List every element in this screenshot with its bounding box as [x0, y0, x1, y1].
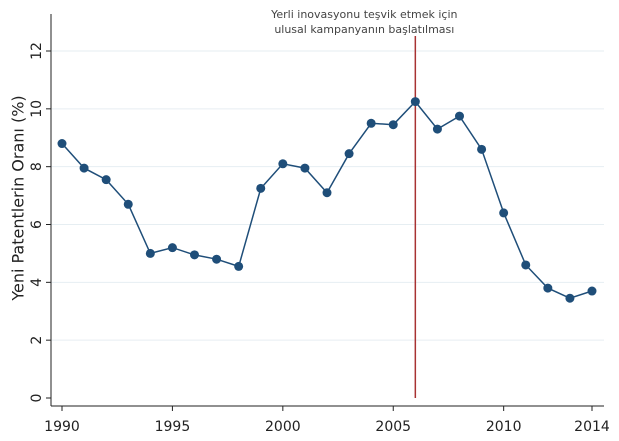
y-tick-label-8: 8	[29, 162, 45, 171]
data-point-2005	[388, 120, 398, 130]
axes	[50, 14, 604, 407]
data-point-2009	[477, 144, 487, 154]
data-point-1993	[123, 199, 133, 209]
x-tick-label-2000: 2000	[265, 419, 301, 435]
series-line	[61, 100, 593, 300]
data-point-2008	[455, 111, 464, 121]
y-tick-label-12: 12	[29, 42, 45, 60]
data-point-2002	[322, 188, 332, 198]
data-point-2003	[344, 149, 354, 159]
x-tick-label-2005: 2005	[375, 419, 411, 435]
grid-lines	[51, 50, 604, 341]
data-point-2010	[499, 208, 509, 218]
y-tick-label-10: 10	[29, 100, 45, 118]
x-tick-label-2014: 2014	[574, 419, 610, 435]
data-point-1991	[79, 163, 89, 173]
y-tick-label-6: 6	[29, 220, 45, 229]
data-point-2014	[587, 286, 597, 296]
data-point-1998	[234, 261, 244, 271]
data-point-2011	[521, 260, 531, 270]
data-point-2004	[366, 118, 376, 128]
data-point-1994	[145, 248, 155, 258]
y-tick-label-4: 4	[29, 278, 45, 287]
data-point-2012	[543, 283, 553, 293]
x-tick-label-2010: 2010	[486, 419, 522, 435]
data-point-1999	[256, 183, 266, 193]
x-tick-label-1990: 1990	[44, 419, 80, 435]
data-points	[57, 97, 597, 303]
data-point-2007	[432, 124, 442, 134]
data-point-2001	[300, 163, 310, 173]
y-ticks: 0 2 4 6 8 10 12	[29, 42, 51, 402]
annotation-line-2: ulusal kampanyanın başlatılması	[274, 23, 454, 36]
data-point-1990	[57, 139, 67, 149]
annotation-line-1: Yerli inovasyonu teşvik etmek için	[270, 8, 457, 21]
data-point-1995	[167, 243, 177, 253]
data-point-1997	[212, 254, 222, 264]
data-point-2000	[278, 159, 288, 169]
y-tick-label-0: 0	[29, 394, 45, 403]
data-point-1996	[190, 250, 199, 260]
data-point-2006	[410, 97, 420, 107]
x-ticks: 1990 1995 2000 2005 2010 2014	[44, 406, 610, 435]
data-point-2013	[565, 293, 575, 303]
y-tick-label-2: 2	[29, 336, 45, 345]
y-axis-title: Yeni Patentlerin Oranı (%)	[9, 95, 28, 301]
data-point-1992	[101, 175, 111, 185]
x-tick-label-1995: 1995	[155, 419, 191, 435]
